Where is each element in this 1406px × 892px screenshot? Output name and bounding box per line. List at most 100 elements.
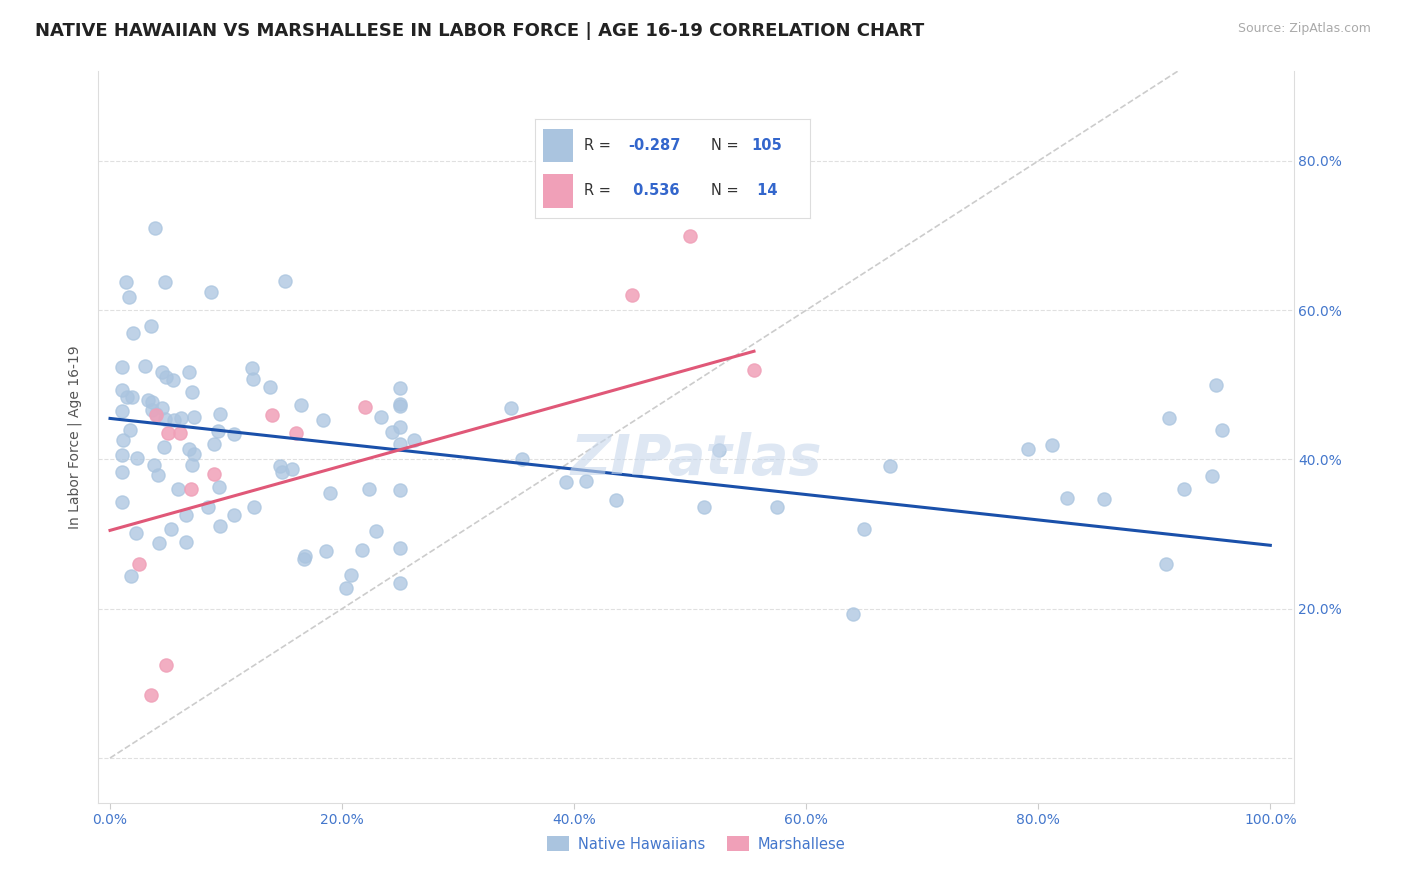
- Point: [842, 607, 865, 622]
- Point: [319, 486, 342, 500]
- Point: [575, 474, 598, 488]
- Point: [111, 384, 134, 398]
- Point: [281, 461, 304, 475]
- Point: [389, 420, 412, 434]
- Point: [389, 381, 412, 395]
- Point: [202, 437, 225, 451]
- Point: [148, 467, 170, 482]
- Point: [134, 359, 156, 373]
- Point: [262, 408, 284, 422]
- Point: [1094, 491, 1116, 506]
- Point: [389, 483, 412, 497]
- Point: [742, 363, 765, 377]
- Point: [125, 525, 148, 540]
- Point: [141, 395, 163, 409]
- Point: [204, 467, 226, 482]
- Point: [1201, 468, 1223, 483]
- Point: [240, 361, 263, 376]
- Point: [1042, 438, 1064, 452]
- Y-axis label: In Labor Force | Age 16-19: In Labor Force | Age 16-19: [67, 345, 83, 529]
- Point: [150, 365, 173, 379]
- Point: [111, 359, 134, 374]
- Point: [176, 508, 198, 522]
- Point: [150, 401, 173, 415]
- Point: [294, 549, 316, 564]
- Point: [222, 508, 245, 522]
- Point: [181, 385, 204, 400]
- Point: [111, 433, 134, 447]
- Text: ZIPatlas: ZIPatlas: [571, 432, 821, 486]
- Point: [152, 440, 174, 454]
- Point: [208, 480, 231, 494]
- Point: [259, 380, 281, 394]
- Point: [292, 552, 315, 566]
- Point: [315, 544, 337, 558]
- Point: [853, 522, 876, 536]
- Point: [1017, 442, 1039, 457]
- Point: [274, 274, 297, 288]
- Point: [155, 657, 177, 672]
- Point: [136, 393, 159, 408]
- Point: [605, 493, 627, 508]
- Point: [159, 522, 181, 536]
- Point: [143, 458, 166, 473]
- Point: [766, 500, 789, 514]
- Point: [155, 370, 177, 384]
- Point: [693, 500, 716, 514]
- Point: [197, 500, 219, 515]
- Point: [335, 581, 357, 595]
- Point: [141, 402, 163, 417]
- Point: [163, 413, 186, 427]
- Point: [111, 448, 134, 462]
- Point: [148, 536, 170, 550]
- Point: [169, 426, 191, 441]
- Point: [1173, 482, 1195, 496]
- Point: [153, 276, 176, 290]
- Point: [111, 495, 134, 509]
- Point: [121, 390, 143, 404]
- Point: [1205, 378, 1227, 392]
- Point: [554, 475, 576, 490]
- Point: [153, 412, 176, 426]
- Point: [157, 426, 180, 441]
- Point: [243, 500, 266, 514]
- Point: [170, 410, 193, 425]
- Text: Source: ZipAtlas.com: Source: ZipAtlas.com: [1237, 22, 1371, 36]
- Point: [501, 401, 523, 416]
- Point: [354, 401, 377, 415]
- Point: [879, 459, 901, 474]
- Point: [290, 398, 312, 412]
- Point: [370, 410, 392, 425]
- Point: [128, 557, 150, 571]
- Text: NATIVE HAWAIIAN VS MARSHALLESE IN LABOR FORCE | AGE 16-19 CORRELATION CHART: NATIVE HAWAIIAN VS MARSHALLESE IN LABOR …: [35, 22, 924, 40]
- Point: [183, 447, 205, 461]
- Point: [115, 275, 138, 289]
- Point: [180, 458, 202, 472]
- Point: [111, 404, 134, 418]
- Point: [389, 399, 412, 413]
- Point: [139, 318, 162, 333]
- Point: [200, 285, 222, 300]
- Point: [621, 288, 644, 302]
- Point: [352, 543, 374, 558]
- Legend: Native Hawaiians, Marshallese: Native Hawaiians, Marshallese: [541, 830, 851, 858]
- Point: [125, 450, 148, 465]
- Point: [1056, 491, 1078, 505]
- Point: [208, 407, 231, 421]
- Point: [177, 364, 200, 378]
- Point: [364, 524, 387, 539]
- Point: [389, 397, 412, 411]
- Point: [271, 465, 294, 479]
- Point: [183, 410, 205, 425]
- Point: [118, 290, 141, 304]
- Point: [120, 423, 142, 437]
- Point: [679, 228, 702, 243]
- Point: [180, 483, 202, 497]
- Point: [176, 535, 198, 549]
- Point: [707, 442, 730, 457]
- Point: [111, 465, 134, 479]
- Point: [167, 483, 190, 497]
- Point: [359, 482, 381, 496]
- Point: [269, 458, 291, 473]
- Point: [222, 426, 245, 441]
